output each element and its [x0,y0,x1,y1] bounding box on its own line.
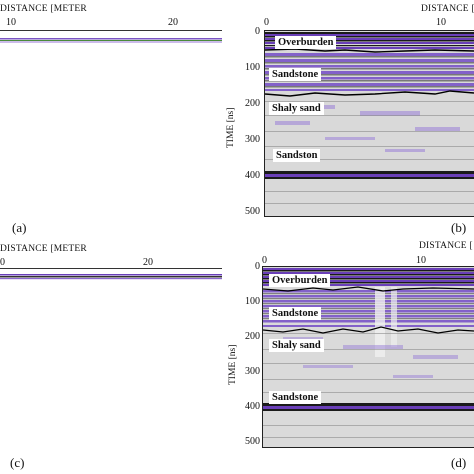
x-tick-a-2: 20 [168,17,178,28]
y-tick-d-4: 400 [245,401,260,412]
radargram-strip-c [0,274,222,280]
panel-label-d: (d) [451,455,467,470]
y-tick-d-3: 300 [245,366,260,377]
layer-label-d-overburden: Overburden [269,274,331,287]
plot-c [0,268,222,280]
plot-a [0,30,222,43]
panel-label-a: (a) [12,220,27,235]
y-tick-d-1: 100 [245,296,260,307]
layer-label-d-sandstone-2: Sandstone [269,391,322,404]
plot-b: Overburden Sandstone Shaly sand Sandston [264,30,474,217]
x-tick-c-2: 20 [143,257,153,268]
layer-label-b-shaly-sand: Shaly sand [269,102,324,115]
x-tick-d-1: 0 [262,255,267,266]
panel-label-c: (c) [10,455,25,470]
y-tick-d-0: 0 [255,261,260,272]
axis-title-a: DISTANCE [METER [0,4,87,14]
x-tick-b-2: 10 [436,17,446,28]
y-label-b: TIME [ns] [226,107,236,148]
y-tick-b-4: 400 [245,170,260,181]
y-tick-b-0: 0 [255,26,260,37]
y-tick-b-5: 500 [245,206,260,217]
layer-label-d-sandstone: Sandstone [269,307,322,320]
x-tick-a-1: 10 [6,17,16,28]
y-label-d: TIME [ns] [228,344,238,385]
x-tick-b-1: 0 [264,17,269,28]
x-tick-d-2: 10 [416,255,426,266]
axis-title-d: DISTANCE [ [419,241,473,251]
y-tick-b-3: 300 [245,134,260,145]
y-tick-d-5: 500 [245,436,260,447]
y-tick-b-1: 100 [245,62,260,73]
axis-title-b: DISTANCE [ [421,4,474,14]
layer-label-b-sandston: Sandston [273,149,321,162]
layer-label-b-sandstone: Sandstone [269,68,322,81]
radargram-d [263,267,474,447]
axis-title-c: DISTANCE [METER [0,244,87,254]
radargram-b [265,31,474,216]
layer-label-d-shaly-sand: Shaly sand [269,339,324,352]
plot-d: Overburden Sandstone Shaly sand Sandston… [262,266,474,448]
y-tick-b-2: 200 [245,98,260,109]
y-tick-d-2: 200 [245,331,260,342]
x-tick-c-1: 0 [0,257,5,268]
panel-label-b: (b) [451,220,467,235]
radargram-strip-a [0,38,222,43]
layer-label-b-overburden: Overburden [275,36,337,49]
